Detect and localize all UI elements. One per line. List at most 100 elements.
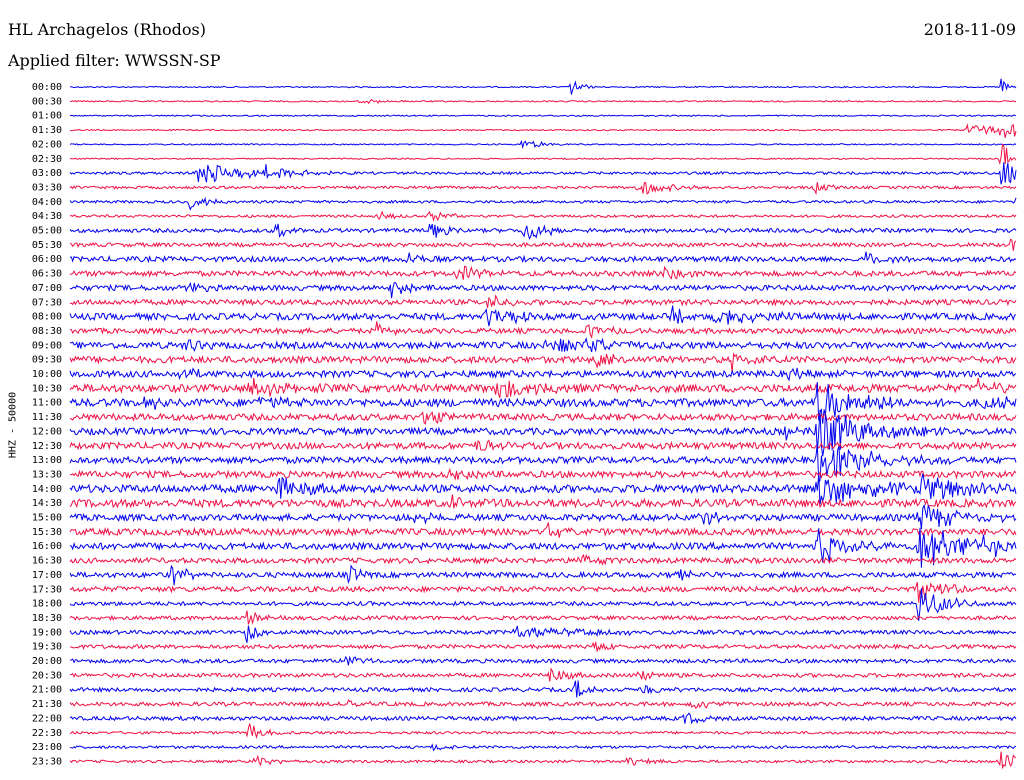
row-label: 09:00 — [32, 340, 62, 351]
row-label: 07:30 — [32, 297, 62, 308]
row-label: 06:00 — [32, 254, 62, 265]
trace-row-0500 — [69, 223, 1017, 241]
row-label: 06:30 — [32, 269, 62, 280]
row-label: 22:00 — [32, 713, 62, 724]
row-label: 02:00 — [32, 139, 62, 150]
row-label: 15:00 — [32, 513, 62, 524]
row-label: 18:00 — [32, 599, 62, 610]
row-label: 05:00 — [32, 226, 62, 237]
trace-row-1530 — [69, 522, 1017, 538]
row-label: 01:30 — [32, 125, 62, 136]
trace-row-2200 — [69, 712, 1017, 725]
trace-row-2330 — [69, 751, 1017, 770]
trace-row-0030 — [70, 98, 1017, 105]
trace-row-0700 — [69, 281, 1017, 299]
row-label: 15:30 — [32, 527, 62, 538]
trace-row-1400 — [69, 473, 1017, 505]
row-label: 05:30 — [32, 240, 62, 251]
row-label: 22:30 — [32, 728, 62, 739]
trace-row-2100 — [69, 680, 1017, 698]
trace-row-0330 — [69, 182, 1017, 196]
station-title: HL Archagelos (Rhodos) — [8, 20, 206, 39]
trace-row-1830 — [69, 610, 1017, 625]
row-label: 10:30 — [32, 383, 62, 394]
row-label: 11:00 — [32, 398, 62, 409]
row-label: 00:00 — [32, 82, 62, 93]
row-label: 07:00 — [32, 283, 62, 294]
trace-row-0900 — [69, 336, 1017, 353]
trace-row-2230 — [69, 723, 1017, 740]
trace-row-0800 — [69, 305, 1017, 327]
row-label: 08:00 — [32, 312, 62, 323]
trace-row-1500 — [69, 503, 1017, 530]
trace-row-0000 — [69, 78, 1017, 95]
trace-row-1030 — [69, 377, 1017, 398]
trace-row-2130 — [69, 698, 1017, 709]
trace-row-1230 — [69, 439, 1017, 451]
trace-row-1630 — [69, 553, 1017, 566]
row-label: 12:00 — [32, 426, 62, 437]
row-label: 03:30 — [32, 182, 62, 193]
trace-row-1700 — [69, 564, 1017, 586]
trace-row-1800 — [69, 588, 1017, 621]
row-label: 14:00 — [32, 484, 62, 495]
row-label: 08:30 — [32, 326, 62, 337]
trace-row-1730 — [69, 582, 1017, 603]
row-label: 21:30 — [32, 699, 62, 710]
row-label: 10:00 — [32, 369, 62, 380]
trace-row-0200 — [69, 139, 1017, 150]
traces — [69, 78, 1017, 770]
row-label: 21:00 — [32, 685, 62, 696]
row-label: 20:30 — [32, 670, 62, 681]
trace-row-0400 — [69, 196, 1017, 211]
row-label: 19:30 — [32, 642, 62, 653]
trace-row-0630 — [69, 265, 1017, 280]
trace-row-0830 — [70, 321, 1017, 339]
filter-label: Applied filter: WWSSN-SP — [8, 51, 221, 70]
row-label: 14:30 — [32, 498, 62, 509]
row-label: 23:30 — [32, 756, 62, 767]
date-label: 2018-11-09 — [923, 20, 1016, 39]
row-label: 09:30 — [32, 355, 62, 366]
row-label: 00:30 — [32, 96, 62, 107]
trace-row-2000 — [69, 655, 1016, 666]
row-label: 18:30 — [32, 613, 62, 624]
trace-row-0930 — [69, 352, 1017, 372]
trace-row-1600 — [69, 527, 1017, 568]
trace-row-1200 — [69, 409, 1017, 457]
trace-row-1130 — [69, 410, 1017, 425]
row-label: 17:30 — [32, 584, 62, 595]
row-label: 04:30 — [32, 211, 62, 222]
row-label: 13:00 — [32, 455, 62, 466]
trace-row-1300 — [69, 443, 1017, 484]
row-label: 11:30 — [32, 412, 62, 423]
trace-row-2300 — [69, 743, 1017, 752]
trace-row-1430 — [69, 494, 1017, 509]
trace-row-1100 — [69, 381, 1017, 424]
trace-row-1900 — [69, 625, 1017, 643]
row-label: 03:00 — [32, 168, 62, 179]
trace-row-1930 — [70, 641, 1017, 652]
row-label: 01:00 — [32, 111, 62, 122]
trace-row-1000 — [69, 367, 1017, 382]
trace-row-0530 — [69, 238, 1017, 251]
row-label: 12:30 — [32, 441, 62, 452]
row-label: 20:00 — [32, 656, 62, 667]
row-label: 16:30 — [32, 556, 62, 567]
row-label: 23:00 — [32, 742, 62, 753]
row-label: 13:30 — [32, 469, 62, 480]
trace-row-0130 — [70, 123, 1017, 138]
row-label: 02:30 — [32, 154, 62, 165]
trace-row-0230 — [69, 143, 1017, 165]
row-label: 16:00 — [32, 541, 62, 552]
trace-row-0300 — [69, 162, 1017, 185]
trace-row-2030 — [70, 667, 1017, 682]
trace-row-1330 — [69, 467, 1017, 481]
row-label: 04:00 — [32, 197, 62, 208]
trace-row-0430 — [69, 210, 1017, 222]
row-label: 17:00 — [32, 570, 62, 581]
row-label: 19:00 — [32, 627, 62, 638]
trace-row-0730 — [69, 294, 1017, 308]
row-labels: 00:00 00:30 01:00 01:30 02:00 02:30 03:00 03:30… — [32, 82, 62, 767]
